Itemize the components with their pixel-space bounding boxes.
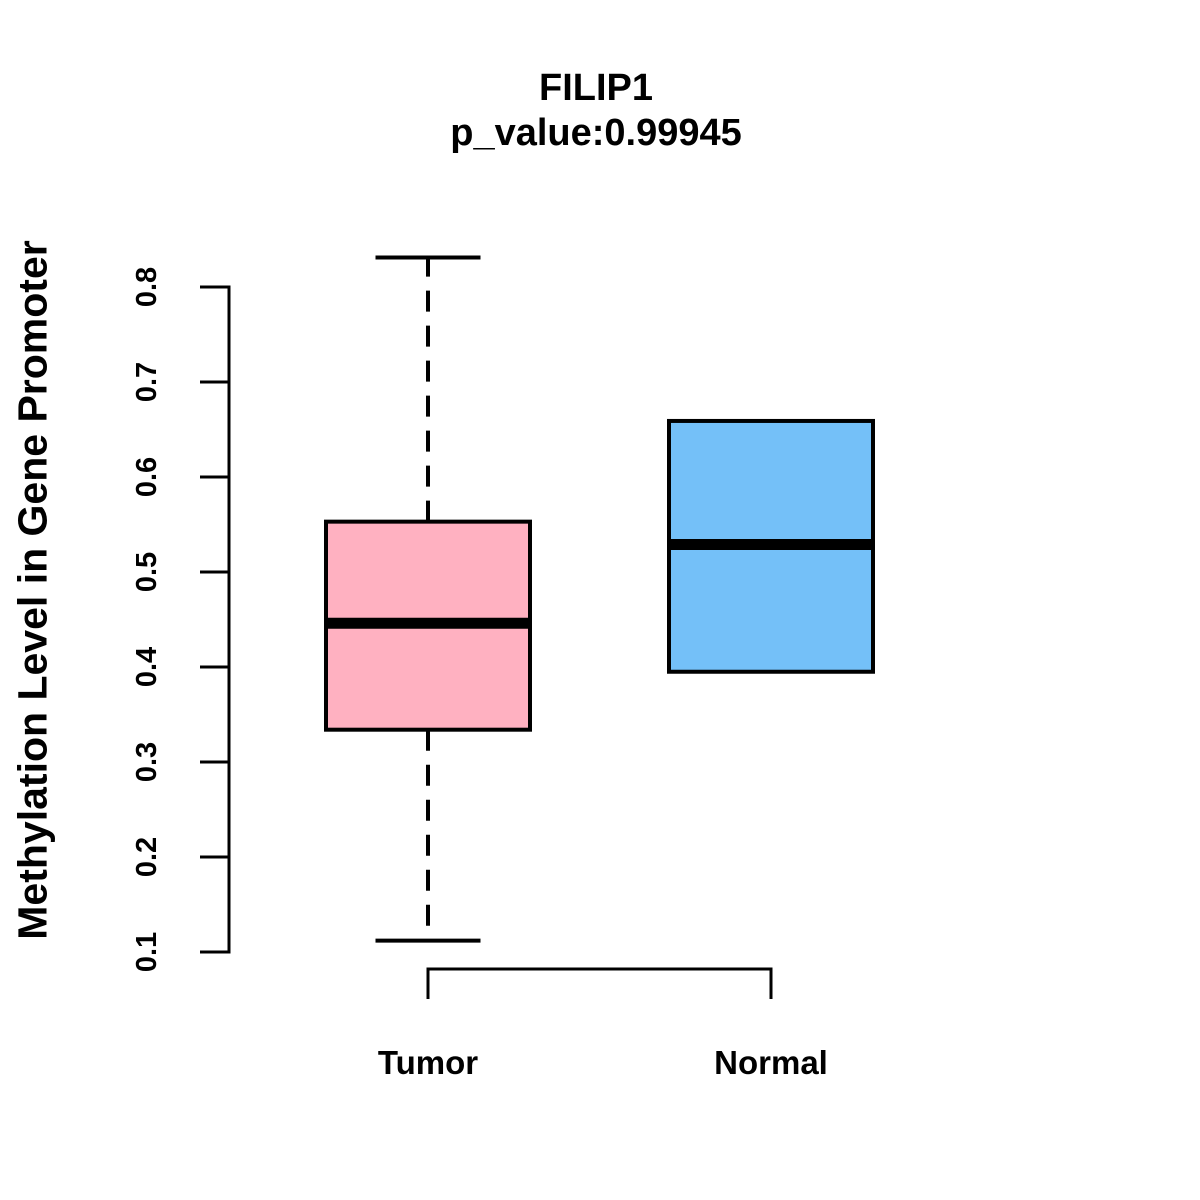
y-axis-tick-label: 0.5: [131, 552, 163, 592]
x-category-label-normal: Normal: [714, 1044, 828, 1081]
chart-subtitle: p_value:0.99945: [450, 112, 742, 154]
y-axis-tick-label: 0.1: [131, 932, 163, 972]
y-axis-tick-label: 0.3: [131, 742, 163, 782]
y-axis-tick-label: 0.2: [131, 837, 163, 877]
y-axis-tick-label: 0.6: [131, 457, 163, 497]
y-axis-tick-label: 0.7: [131, 362, 163, 402]
chart-title: FILIP1: [538, 67, 654, 109]
x-category-label-tumor: Tumor: [378, 1044, 478, 1081]
chart-title-block: FILIP1 p_value:0.99945: [450, 66, 742, 156]
y-axis-tick-label: 0.8: [131, 267, 163, 307]
x-axis-line: [426, 967, 773, 999]
y-axis-tick-label: 0.4: [131, 647, 163, 687]
